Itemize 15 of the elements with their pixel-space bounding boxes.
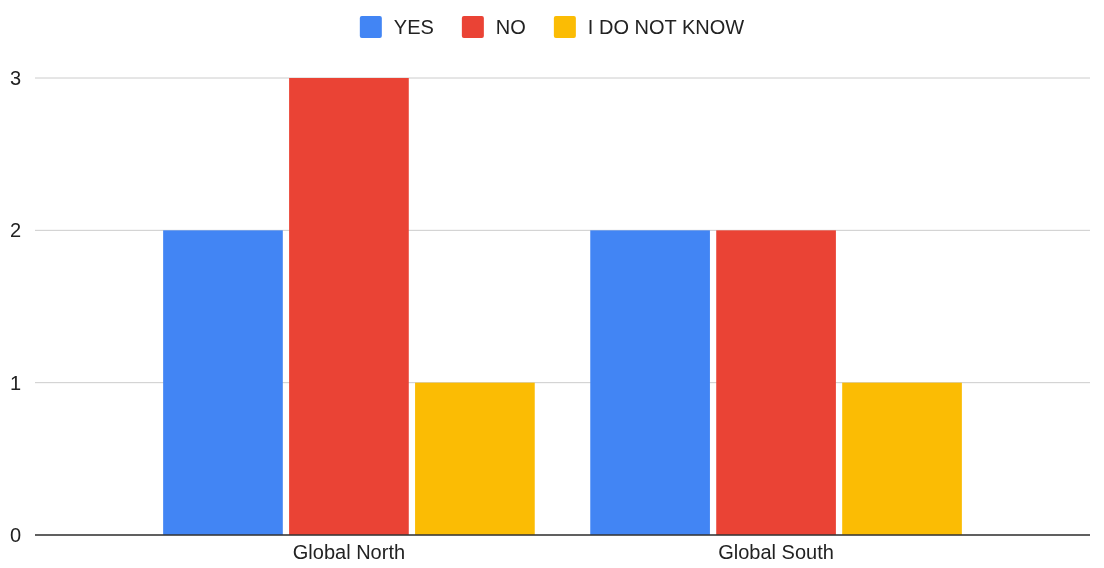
legend-label: NO: [495, 16, 526, 38]
legend-label: YES: [393, 16, 434, 38]
bar: [163, 230, 283, 535]
bar: [590, 230, 710, 535]
y-tick-label: 2: [9, 219, 21, 242]
y-tick-label: 0: [9, 523, 21, 546]
x-tick-label: Global South: [718, 541, 834, 564]
bar: [415, 382, 535, 535]
y-tick-label: 3: [9, 66, 21, 89]
x-tick-label: Global North: [292, 541, 406, 564]
y-tick-label: 1: [9, 371, 21, 394]
bar: [842, 382, 962, 535]
bar: [289, 78, 409, 535]
bar: [716, 230, 836, 535]
legend-label: I DO NOT KNOW: [587, 16, 745, 38]
